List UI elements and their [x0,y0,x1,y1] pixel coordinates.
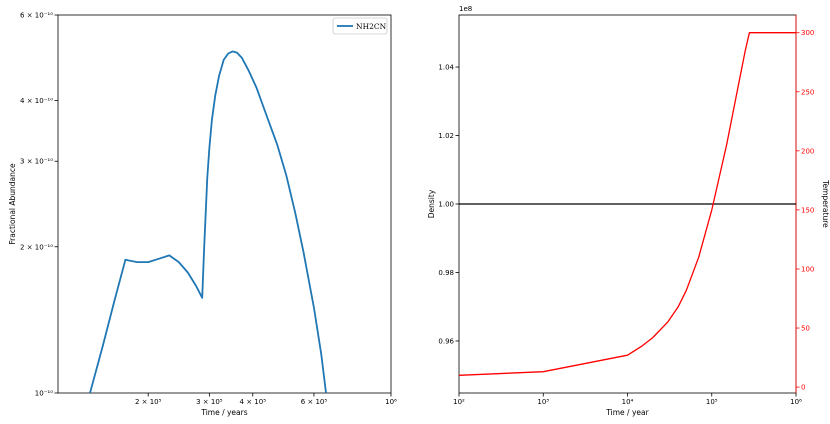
abundance-chart: 2 × 10⁵ 3 × 10⁵ 4 × 10⁵ 6 × 10⁵ 10⁶ 10⁻¹⁰ 2 × … [8,12,397,418]
density-x-tick-label: 10⁴ [622,398,634,406]
density-x-axis-label: Time / year [605,408,649,417]
legend-label-nh2cn: NH2CN [356,22,387,31]
density-x-tick-label: 10⁵ [706,398,718,406]
temperature-y-tick-label: 300 [801,29,814,37]
abundance-y-tick-label: 6 × 10⁻¹⁰ [20,12,53,20]
abundance-plot-frame [57,14,392,394]
density-y-axis-label: Density [427,189,436,218]
abundance-y-tick-label: 10⁻¹⁰ [35,390,53,398]
density-temperature-chart: 10² 10³ 10⁴ 10⁵ 10⁶ 0.96 0.98 1.00 1.02 1.04 0 50 10… [427,5,830,417]
abundance-x-tick-label: 10⁶ [385,398,397,406]
temperature-line [458,32,796,376]
abundance-y-tick-label: 3 × 10⁻¹⁰ [20,158,53,166]
abundance-x-tick-label: 2 × 10⁵ [135,398,162,406]
temperature-y-axis-label: Temperature [821,179,830,228]
abundance-y-tick-label: 4 × 10⁻¹⁰ [20,97,53,105]
density-x-tick-label: 10² [453,398,465,406]
abundance-x-tick-label: 3 × 10⁵ [196,398,223,406]
temperature-y-tick-label: 100 [801,265,814,273]
density-y-tick-label: 1.04 [438,64,454,72]
abundance-y-axis-label: Fractional Abundance [8,163,17,245]
density-x-tick-label: 10⁶ [790,398,802,406]
density-temperature-marks: 10² 10³ 10⁴ 10⁵ 10⁶ 0.96 0.98 1.00 1.02 1.04 0 50 10… [438,15,814,406]
temperature-y-tick-label: 250 [801,88,814,96]
legend: NH2CN [332,17,388,35]
abundance-x-axis-label: Time / years [200,408,247,417]
abundance-y-tick-label: 2 × 10⁻¹⁰ [20,243,53,251]
density-x-tick-label: 10³ [537,398,549,406]
density-y-tick-label: 1.02 [438,132,454,140]
abundance-x-tick-label: 4 × 10⁵ [240,398,267,406]
density-y-tick-label: 1.00 [438,201,454,209]
temperature-y-tick-label: 0 [801,384,805,392]
density-y-tick-label: 0.96 [438,337,454,345]
legend-box [332,17,388,35]
density-y-tick-label: 0.98 [438,269,454,277]
density-offset-text: 1e8 [459,5,472,13]
series-line-nh2cn [89,50,327,394]
temperature-y-tick-label: 200 [801,147,814,155]
abundance-x-tick-label: 6 × 10⁵ [301,398,328,406]
abundance-marks: 2 × 10⁵ 3 × 10⁵ 4 × 10⁵ 6 × 10⁵ 10⁶ 10⁻¹⁰ 2 × … [20,12,397,407]
temperature-y-tick-label: 150 [801,206,814,214]
temperature-y-tick-label: 50 [801,325,810,333]
